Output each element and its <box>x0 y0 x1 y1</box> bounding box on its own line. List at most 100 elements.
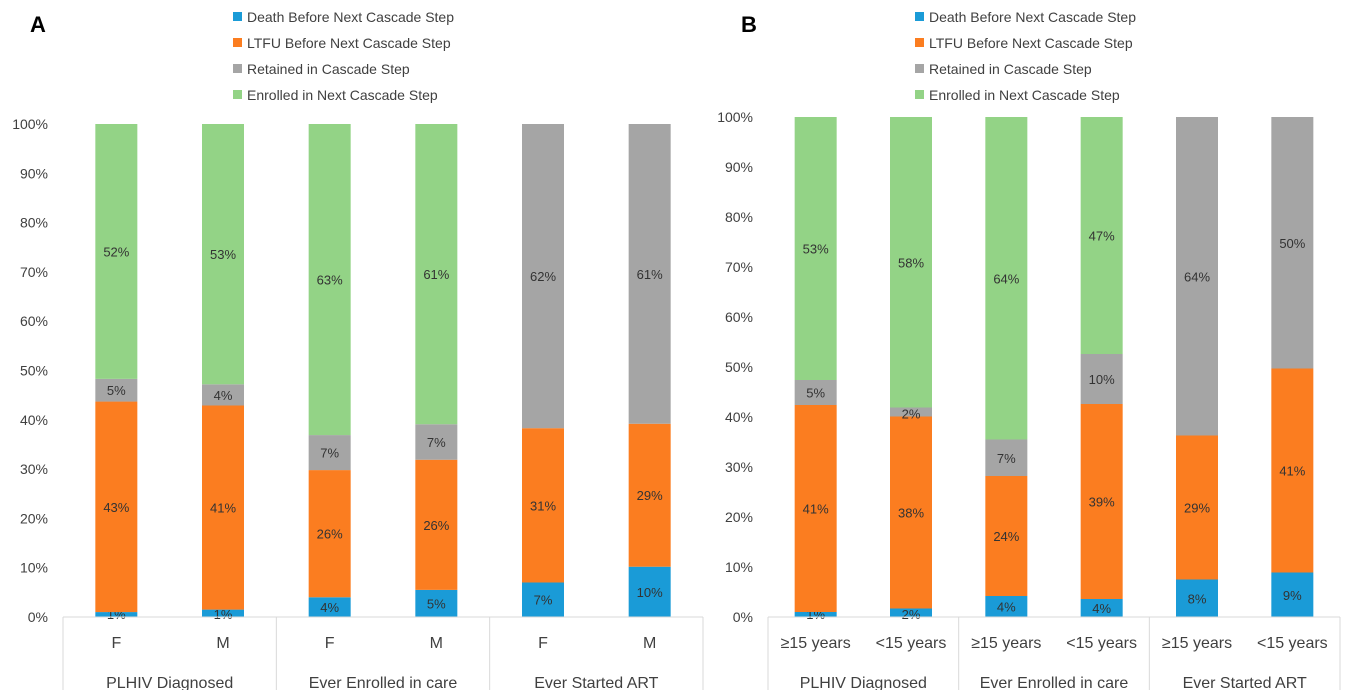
data-label-death: 4% <box>1092 601 1111 616</box>
data-label-enrolled: 61% <box>423 267 449 282</box>
y-tick-label: 70% <box>20 264 48 280</box>
data-label-retained: 62% <box>530 269 556 284</box>
y-tick-label: 0% <box>28 609 48 625</box>
bar-segment-enrolled <box>308 124 351 436</box>
data-label-ltfu: 38% <box>898 506 924 521</box>
bar-segment-death <box>522 582 564 617</box>
data-label-enrolled: 58% <box>898 255 924 270</box>
legend-label-death: Death Before Next Cascade Step <box>929 9 1136 25</box>
y-tick-label: 80% <box>725 209 753 225</box>
panel-a: A Death Before Next Cascade Step LTFU Befo… <box>12 9 704 692</box>
group-label: Ever Started ART <box>534 675 658 690</box>
group-label: Ever Enrolled in care <box>980 675 1129 690</box>
data-label-enrolled: 52% <box>103 244 129 259</box>
category-label: <15 years <box>876 635 947 652</box>
group-label: Ever Started ART <box>1183 675 1307 690</box>
category-label: F <box>111 635 121 652</box>
group-label: PLHIV Diagnosed <box>800 675 927 690</box>
y-tick-label: 50% <box>20 363 48 379</box>
category-label: M <box>430 635 443 652</box>
bar-segment-enrolled <box>202 124 244 385</box>
data-label-death: 2% <box>902 607 921 622</box>
bar-segment-enrolled <box>794 117 837 380</box>
data-label-retained: 61% <box>637 267 663 282</box>
y-tick-label: 20% <box>20 510 48 526</box>
y-tick-label: 70% <box>725 259 753 275</box>
bar-segment-ltfu <box>985 476 1028 596</box>
bar-segment-enrolled <box>985 117 1028 440</box>
bar-segment-retained <box>415 424 458 460</box>
bar-segment-death <box>95 612 138 617</box>
data-label-enrolled: 53% <box>210 247 236 262</box>
legend-swatch-ltfu <box>233 38 242 47</box>
legend-label-death: Death Before Next Cascade Step <box>247 9 454 25</box>
bar-segment-retained <box>1080 354 1123 404</box>
y-tick-label: 10% <box>725 559 753 575</box>
group-label: PLHIV Diagnosed <box>106 675 233 690</box>
bar-segment-death <box>628 566 671 617</box>
legend-label-enrolled: Enrolled in Next Cascade Step <box>929 87 1120 103</box>
y-tick-label: 40% <box>20 412 48 428</box>
data-label-ltfu: 26% <box>423 518 449 533</box>
y-tick-label: 40% <box>725 409 753 425</box>
bar-segment-retained <box>308 435 351 471</box>
bar-segment-retained <box>890 407 932 417</box>
data-label-death: 4% <box>997 600 1016 615</box>
category-label: <15 years <box>1066 635 1137 652</box>
y-tick-label: 90% <box>725 159 753 175</box>
data-label-enrolled: 47% <box>1089 229 1115 244</box>
legend-label-enrolled: Enrolled in Next Cascade Step <box>247 87 438 103</box>
data-label-ltfu: 31% <box>530 498 556 513</box>
legend-label-retained: Retained in Cascade Step <box>929 61 1092 77</box>
legend-label-ltfu: LTFU Before Next Cascade Step <box>247 35 451 51</box>
bar-segment-ltfu <box>628 423 671 567</box>
data-label-retained: 64% <box>1184 269 1210 284</box>
bar-segment-enrolled <box>890 117 932 408</box>
data-label-enrolled: 63% <box>317 273 343 288</box>
bar-segment-death <box>890 608 932 617</box>
legend-swatch-ltfu <box>915 38 924 47</box>
bar-segment-enrolled <box>1080 117 1123 354</box>
bar-segment-ltfu <box>890 416 932 609</box>
data-label-ltfu: 39% <box>1089 495 1115 510</box>
bar-segment-enrolled <box>95 124 138 379</box>
legend-swatch-retained <box>233 64 242 73</box>
bar-segment-retained <box>628 124 671 424</box>
group-label: Ever Enrolled in care <box>309 675 458 690</box>
bar-segment-retained <box>1271 117 1314 369</box>
data-label-retained: 50% <box>1279 236 1305 251</box>
category-label: ≥15 years <box>1162 635 1232 652</box>
bar-segment-retained <box>1176 117 1218 436</box>
panel-label: A <box>30 12 46 37</box>
y-tick-label: 90% <box>20 165 48 181</box>
y-tick-label: 30% <box>20 461 48 477</box>
bar-segment-ltfu <box>415 459 458 590</box>
y-tick-label: 60% <box>20 313 48 329</box>
bar-segment-retained <box>794 380 837 405</box>
legend-label-retained: Retained in Cascade Step <box>247 61 410 77</box>
data-label-retained: 2% <box>902 407 921 422</box>
data-label-retained: 7% <box>997 451 1016 466</box>
y-tick-label: 100% <box>12 116 48 132</box>
bar-segment-ltfu <box>308 470 351 598</box>
legend-swatch-enrolled <box>915 90 924 99</box>
data-label-death: 9% <box>1283 588 1302 603</box>
legend-label-ltfu: LTFU Before Next Cascade Step <box>929 35 1133 51</box>
y-tick-label: 80% <box>20 215 48 231</box>
y-tick-label: 50% <box>725 359 753 375</box>
data-label-death: 7% <box>534 593 553 608</box>
data-label-retained: 4% <box>214 388 233 403</box>
data-label-retained: 7% <box>320 446 339 461</box>
bar-segment-enrolled <box>415 124 458 425</box>
bar-segment-ltfu <box>1080 404 1123 599</box>
data-label-death: 8% <box>1188 591 1207 606</box>
bar-segment-death <box>985 596 1028 617</box>
y-tick-label: 60% <box>725 309 753 325</box>
bar-segment-death <box>794 612 837 617</box>
bar-segment-retained <box>202 384 244 406</box>
bar-segment-ltfu <box>1176 435 1218 580</box>
data-label-death: 5% <box>427 596 446 611</box>
data-label-enrolled: 64% <box>993 271 1019 286</box>
y-tick-label: 0% <box>733 609 753 625</box>
